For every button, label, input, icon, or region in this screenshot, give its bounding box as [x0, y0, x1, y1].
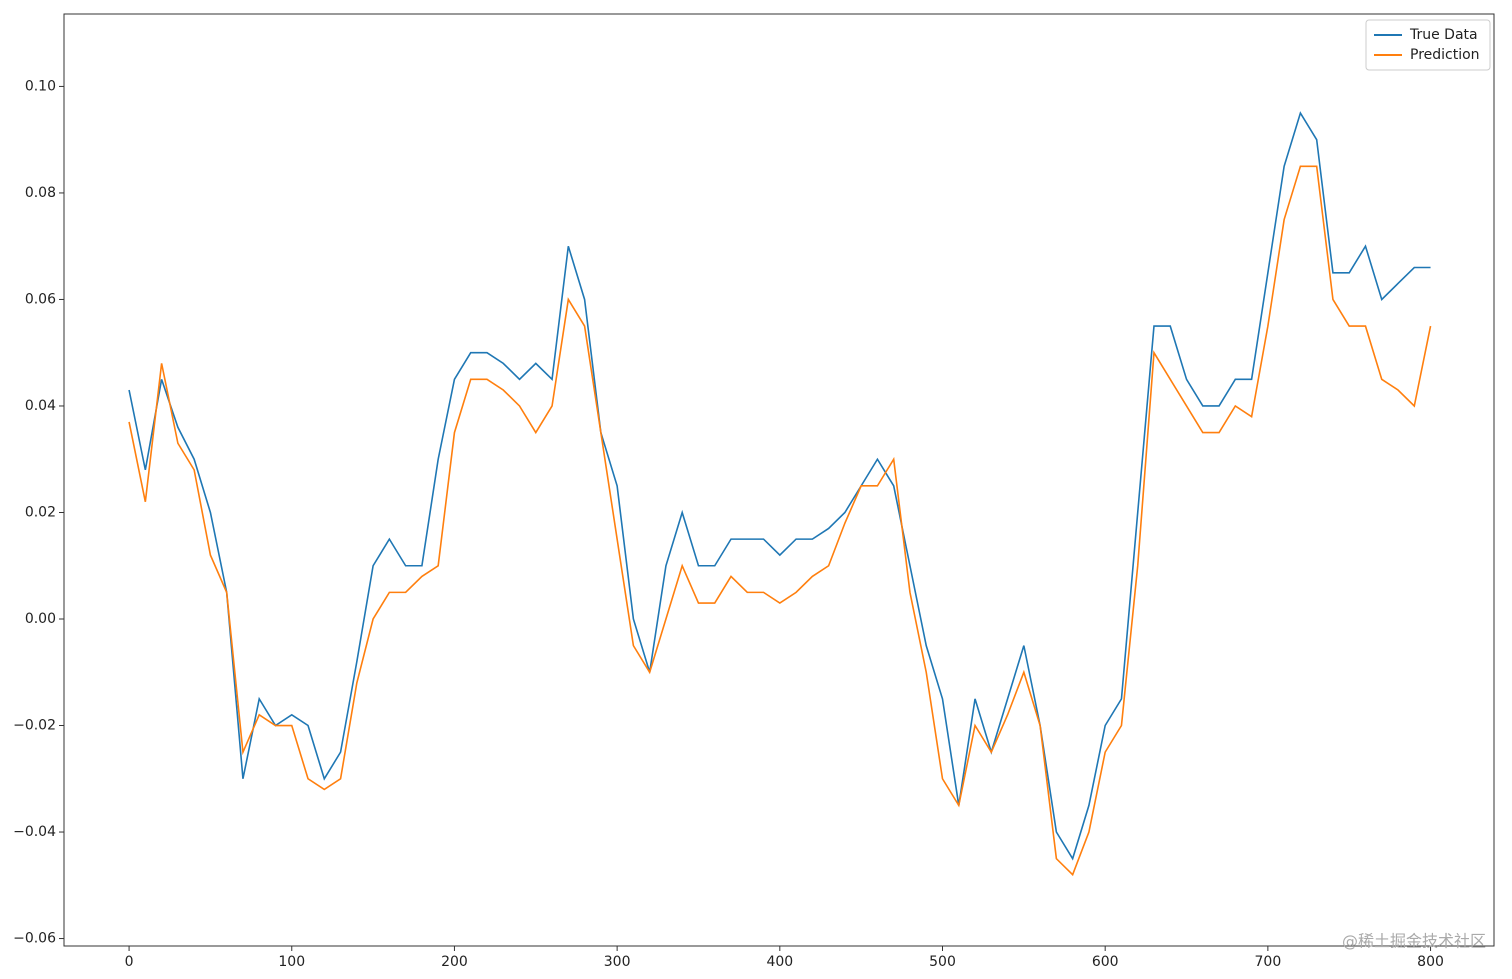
watermark: @稀土掘金技术社区 — [1342, 932, 1486, 951]
x-tick-label: 0 — [125, 954, 134, 970]
y-tick-label: 0.04 — [25, 398, 56, 414]
data-line — [128, 111, 1431, 861]
x-tick-label: 700 — [1255, 954, 1282, 970]
legend-box — [1365, 19, 1491, 71]
y-tick-label: 0.08 — [25, 185, 56, 201]
x-tick-label: 200 — [441, 954, 468, 970]
y-tick-label: 0.02 — [25, 504, 56, 520]
x-tick-label: 800 — [1417, 954, 1444, 970]
legend-label: Prediction — [1410, 47, 1480, 63]
y-tick-label: 0.10 — [25, 78, 56, 94]
x-tick-label: 500 — [929, 954, 956, 970]
legend-label: True Data — [1409, 27, 1478, 43]
y-tick-label: 0.06 — [25, 291, 56, 307]
y-tick-label: −0.02 — [13, 718, 56, 734]
y-tick-label: 0.00 — [25, 611, 56, 627]
plot-frame — [63, 13, 1495, 947]
x-tick-label: 100 — [278, 954, 305, 970]
data-line — [128, 165, 1432, 877]
x-tick-label: 600 — [1092, 954, 1119, 970]
y-tick-label: −0.04 — [13, 824, 56, 840]
x-tick-label: 300 — [604, 954, 631, 970]
x-tick-label: 400 — [766, 954, 793, 970]
y-tick-label: −0.06 — [13, 931, 56, 947]
